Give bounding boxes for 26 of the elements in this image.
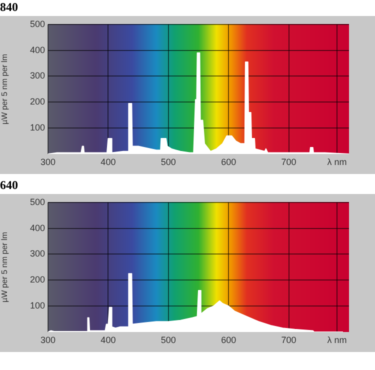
x-tick-label: 400: [100, 156, 116, 167]
y-axis-title: µW per 5 nm per lm: [0, 232, 10, 302]
x-tick-label: λ nm: [327, 334, 347, 345]
chart-title: 640: [0, 178, 19, 194]
y-tick-label: 200: [30, 96, 45, 107]
y-tick-label: 400: [30, 44, 45, 55]
x-tick-label: 300: [40, 334, 56, 345]
y-tick-label: 200: [30, 274, 45, 285]
y-tick-label: 300: [30, 248, 45, 259]
y-tick-label: 500: [30, 196, 45, 207]
x-tick-label: 600: [221, 156, 236, 167]
x-tick-label: 500: [160, 156, 176, 167]
x-tick-label: 700: [281, 334, 296, 345]
chart-title: 840: [0, 0, 19, 16]
y-tick-label: 300: [30, 70, 45, 81]
y-tick-label: 500: [30, 18, 45, 29]
x-tick-label: 300: [40, 156, 56, 167]
y-tick-label: 100: [30, 300, 45, 311]
x-tick-label: 400: [100, 334, 116, 345]
x-tick-label: 600: [221, 334, 236, 345]
x-tick-label: λ nm: [327, 156, 347, 167]
y-tick-label: 400: [30, 222, 45, 233]
x-tick-label: 700: [281, 156, 296, 167]
y-tick-label: 100: [30, 122, 45, 133]
y-axis-title: µW per 5 nm per lm: [0, 54, 10, 124]
x-tick-label: 500: [160, 334, 176, 345]
